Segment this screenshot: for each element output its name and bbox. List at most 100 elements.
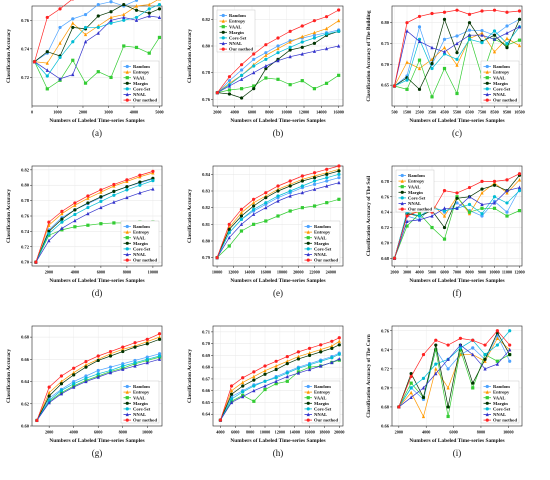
data-point — [46, 74, 49, 77]
x-tick-label: 6000 — [440, 270, 448, 275]
data-point — [319, 360, 322, 363]
legend-label: Core-Set — [314, 407, 332, 412]
data-point — [146, 358, 149, 361]
data-point — [325, 201, 328, 204]
legend-label: Margin — [133, 401, 148, 406]
data-point — [286, 355, 289, 358]
data-point — [508, 360, 511, 363]
data-point — [121, 350, 124, 353]
x-tick-label: 7000 — [453, 270, 461, 275]
data-point — [325, 179, 328, 182]
data-point — [263, 364, 266, 367]
legend-label: Entropy — [408, 179, 425, 184]
legend-label: NNAL — [229, 41, 242, 46]
data-point — [430, 214, 433, 218]
series-line-our-method — [35, 0, 160, 62]
data-point — [58, 7, 61, 10]
data-point — [508, 353, 511, 356]
legend-label: Core-Set — [493, 87, 511, 92]
x-tick-label: 2000 — [395, 430, 403, 435]
data-point — [430, 12, 433, 15]
data-point — [289, 30, 292, 33]
data-point — [84, 377, 87, 380]
data-point — [496, 343, 499, 346]
data-point — [313, 183, 316, 186]
legend-marker — [126, 402, 129, 405]
data-point — [286, 362, 289, 365]
x-tick-label: 10500 — [514, 110, 524, 115]
y-tick-label: 0.60 — [21, 424, 30, 429]
x-tick-label: 18000 — [319, 430, 329, 435]
data-point — [34, 261, 37, 264]
data-point — [397, 405, 400, 408]
data-point — [286, 380, 289, 383]
data-point — [240, 208, 243, 211]
x-tick-label: 4000 — [216, 430, 224, 435]
y-tick-label: 0.66 — [381, 424, 390, 429]
legend-marker — [126, 65, 129, 68]
data-point — [46, 87, 49, 90]
data-point — [471, 386, 474, 389]
data-point — [133, 361, 136, 364]
legend-marker — [307, 402, 310, 405]
data-point — [422, 353, 425, 356]
data-point — [71, 17, 74, 20]
legend-label: NNAL — [314, 412, 327, 417]
data-point — [264, 43, 267, 46]
legend-label: Entropy — [314, 390, 331, 395]
data-point — [122, 19, 125, 22]
data-point — [505, 46, 508, 49]
data-point — [301, 79, 304, 82]
data-point — [505, 211, 508, 214]
y-tick-label: 0.78 — [381, 179, 390, 184]
data-point — [112, 194, 115, 197]
data-point — [84, 13, 87, 16]
data-point — [72, 367, 75, 370]
panel-caption: (d) — [92, 288, 103, 298]
legend-label: NNAL — [133, 252, 146, 257]
data-point — [443, 38, 446, 41]
data-point — [405, 60, 408, 64]
data-point — [455, 92, 458, 95]
data-point — [46, 68, 49, 72]
legend-marker — [126, 396, 129, 399]
data-point — [133, 341, 136, 344]
panel-caption: (b) — [273, 128, 284, 138]
legend-marker — [126, 419, 129, 422]
data-point — [518, 178, 521, 182]
data-point — [125, 188, 128, 191]
data-point — [410, 391, 413, 395]
panel-caption: (a) — [92, 128, 102, 138]
x-tick-label: 3000 — [104, 110, 112, 115]
y-tick-label: 0.67 — [202, 376, 211, 381]
data-point — [430, 226, 433, 229]
data-point — [47, 221, 50, 224]
data-point — [240, 96, 243, 99]
y-tick-label: 0.70 — [202, 341, 211, 346]
data-point — [480, 187, 483, 190]
data-point — [325, 32, 328, 35]
data-point — [86, 194, 89, 197]
data-point — [289, 209, 292, 212]
data-point — [86, 224, 89, 227]
data-point — [48, 386, 51, 389]
data-point — [230, 397, 233, 400]
data-point — [518, 44, 521, 48]
data-point — [443, 67, 446, 70]
data-point — [410, 382, 413, 385]
legend-label: NNAL — [314, 252, 327, 257]
y-tick-label: 0.71 — [202, 329, 211, 334]
data-point — [468, 21, 471, 24]
data-point — [313, 87, 316, 90]
data-point — [264, 219, 267, 222]
legend-marker — [222, 31, 225, 34]
data-point — [151, 179, 154, 182]
data-point — [109, 354, 112, 357]
legend-label: VAAL — [133, 75, 145, 80]
legend-marker — [486, 402, 489, 405]
x-tick-label: 24000 — [326, 270, 336, 275]
data-point — [447, 343, 450, 346]
